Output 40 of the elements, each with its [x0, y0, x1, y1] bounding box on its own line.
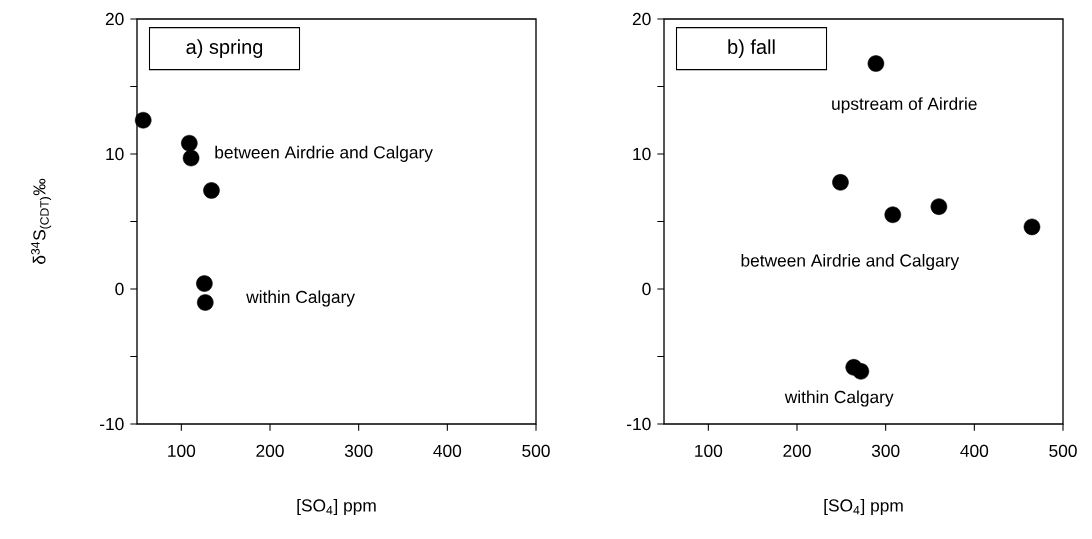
annotation: between Airdrie and Calgary — [215, 145, 433, 162]
x-tick-label: 400 — [433, 444, 462, 457]
point — [182, 149, 200, 167]
point — [181, 134, 198, 152]
x-tick-label: 100 — [168, 444, 196, 457]
point — [203, 182, 220, 199]
annotation: upstream of Airdrie — [832, 97, 977, 114]
text: a) spring — [186, 39, 263, 58]
point — [867, 55, 885, 72]
annotation: within Calgary — [246, 290, 355, 307]
point — [197, 294, 214, 311]
x-tick-label: 200 — [783, 444, 811, 457]
x-axis-title: [SO$_{4}$] ppm — [297, 498, 376, 516]
y-tick-label: 0 — [642, 282, 651, 296]
y-tick-label: 20 — [632, 12, 651, 26]
y-tick-label: 10 — [633, 147, 651, 161]
x-tick-label: 300 — [344, 444, 373, 457]
point — [852, 363, 870, 380]
x-axis-title: [SO$_{4}$] ppm — [824, 498, 903, 516]
point — [1023, 218, 1041, 236]
point — [134, 111, 152, 129]
annotation: between Airdrie and Calgary — [741, 253, 960, 271]
x-tick-label: 500 — [522, 444, 550, 457]
y-tick-label: 0 — [115, 282, 124, 296]
y-tick-label: -10 — [100, 417, 124, 431]
point — [832, 174, 849, 191]
x-tick-label: 100 — [695, 444, 723, 457]
x-tick-label: 400 — [960, 444, 989, 457]
annotation: within Calgary — [784, 390, 894, 407]
text: b) fall — [728, 39, 775, 58]
x-tick-label: 500 — [1049, 444, 1077, 457]
y-tick-label: -10 — [627, 417, 651, 431]
x-tick-label: 300 — [871, 444, 900, 457]
point — [930, 198, 948, 215]
point — [884, 206, 902, 224]
point — [196, 275, 213, 292]
x-tick-label: 200 — [256, 444, 284, 457]
y-tick-label: 10 — [106, 147, 124, 161]
y-axis-title: δ$^{34}$S$_{(CDT)}$‰ — [31, 178, 52, 264]
y-tick-label: 20 — [105, 12, 124, 26]
